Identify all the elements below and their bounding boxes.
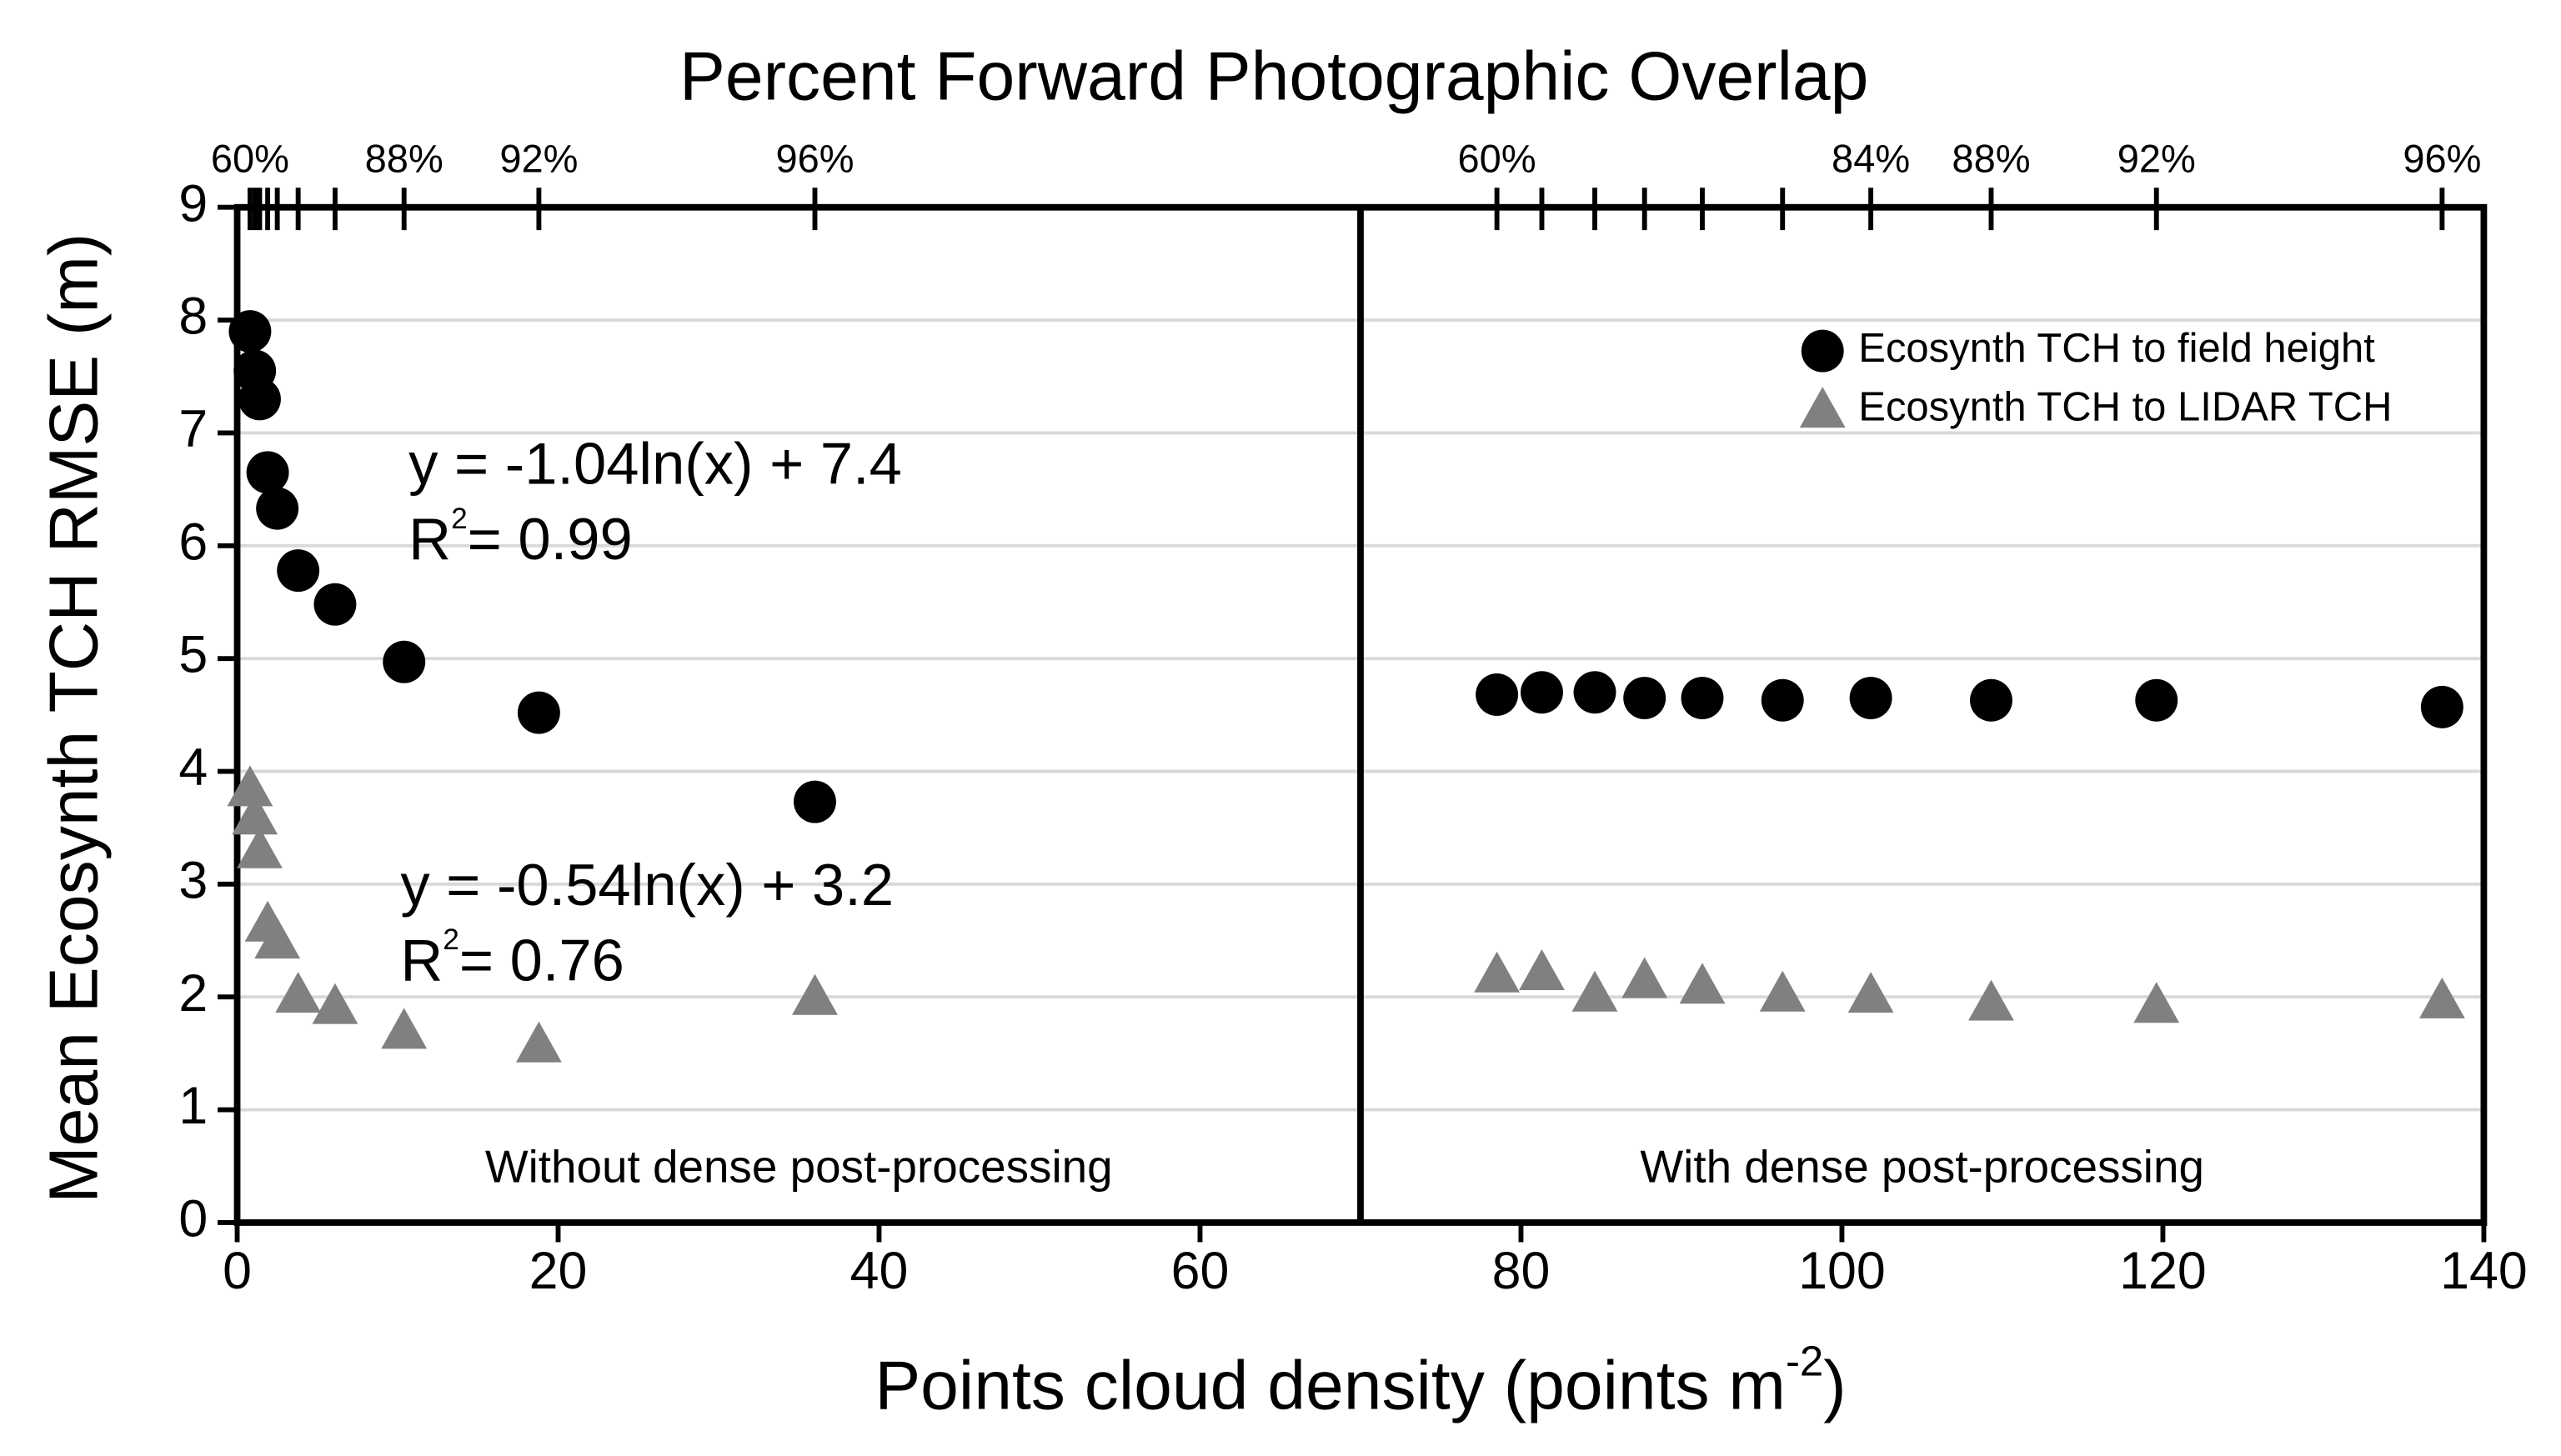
point xyxy=(277,549,320,593)
panel-label: Without dense post-processing xyxy=(485,1141,1113,1193)
top-tick-label: 92% xyxy=(499,136,578,180)
top-tick-label: 60% xyxy=(1458,136,1536,180)
point xyxy=(1847,972,1894,1013)
point xyxy=(1849,677,1892,719)
point xyxy=(515,1021,562,1063)
point xyxy=(238,378,281,421)
r-squared-value: = 0.76 xyxy=(459,927,624,993)
legend-marker xyxy=(1799,387,1846,428)
point xyxy=(381,1008,428,1049)
x-tick-label: 80 xyxy=(1492,1242,1551,1300)
top-tick-label: 96% xyxy=(775,136,854,180)
x-axis-label-text: Points cloud density (points m xyxy=(875,1348,1786,1423)
top-tick-label: 96% xyxy=(2403,136,2481,180)
y-axis-label: Mean Ecosynth TCH RMSE (m) xyxy=(36,233,112,1203)
x-tick-label: 0 xyxy=(223,1242,252,1300)
r-squared-sup: 2 xyxy=(443,923,459,956)
point xyxy=(2135,678,2178,722)
point xyxy=(383,640,426,683)
point xyxy=(1474,951,1521,993)
point xyxy=(237,827,283,868)
top-tick-label: 92% xyxy=(2117,136,2196,180)
y-tick-label: 9 xyxy=(178,174,208,233)
y-tick-label: 6 xyxy=(178,513,208,571)
point xyxy=(1968,979,2014,1021)
y-tick-label: 3 xyxy=(178,851,208,909)
r-squared: R2= 0.99 xyxy=(408,503,633,572)
point xyxy=(1573,671,1616,714)
y-tick-label: 2 xyxy=(178,964,208,1023)
legend-marker xyxy=(1801,329,1844,373)
point xyxy=(1681,677,1724,719)
point xyxy=(2418,977,2465,1018)
point xyxy=(232,793,278,835)
y-tick-label: 0 xyxy=(178,1189,208,1248)
equation: y = -0.54ln(x) + 3.2 xyxy=(400,852,894,918)
point xyxy=(1519,949,1565,990)
chart-title: Percent Forward Photographic Overlap xyxy=(679,39,1868,115)
r-squared-r: R xyxy=(400,927,443,993)
point xyxy=(1621,957,1668,998)
point xyxy=(246,451,289,494)
y-tick-label: 5 xyxy=(178,626,208,684)
x-tick-label: 40 xyxy=(850,1242,909,1300)
x-tick-label: 120 xyxy=(2119,1242,2207,1300)
y-tick-label: 7 xyxy=(178,400,208,458)
x-tick-label: 60 xyxy=(1171,1242,1230,1300)
r-squared-r: R xyxy=(408,506,451,572)
point xyxy=(275,972,322,1013)
point xyxy=(312,983,358,1024)
legend-label: Ecosynth TCH to field height xyxy=(1858,326,2375,371)
y-tick-label: 1 xyxy=(178,1077,208,1135)
point xyxy=(1761,678,1804,722)
x-axis-label-end: ) xyxy=(1823,1348,1846,1423)
r-squared-sup: 2 xyxy=(451,503,468,535)
point xyxy=(517,691,560,734)
y-tick-label: 8 xyxy=(178,288,208,346)
top-tick-label: 88% xyxy=(365,136,444,180)
point xyxy=(2133,982,2180,1023)
point xyxy=(1623,677,1666,719)
point xyxy=(256,487,299,530)
x-axis-label-sup: -2 xyxy=(1786,1338,1823,1385)
x-axis-label: Points cloud density (points m-2) xyxy=(875,1338,1846,1424)
x-tick-label: 20 xyxy=(529,1242,588,1300)
r-squared-value: = 0.99 xyxy=(468,506,633,572)
top-tick-label: 88% xyxy=(1952,136,2030,180)
point xyxy=(227,765,273,807)
point xyxy=(794,780,836,823)
point xyxy=(1970,678,2012,722)
top-tick-label: 60% xyxy=(211,136,289,180)
y-tick-label: 4 xyxy=(178,738,208,797)
point xyxy=(2420,685,2463,728)
point xyxy=(1571,970,1618,1012)
point xyxy=(313,583,357,626)
top-tick-label: 84% xyxy=(1832,136,1910,180)
x-tick-label: 100 xyxy=(1798,1242,1886,1300)
point xyxy=(228,310,272,353)
x-tick-label: 140 xyxy=(2440,1242,2528,1300)
point xyxy=(1679,963,1726,1004)
point xyxy=(1476,673,1519,716)
point xyxy=(1521,671,1563,714)
point xyxy=(254,918,301,959)
panel-label: With dense post-processing xyxy=(1640,1141,2204,1193)
legend-label: Ecosynth TCH to LIDAR TCH xyxy=(1858,385,2392,430)
equation: y = -1.04ln(x) + 7.4 xyxy=(408,431,902,497)
r-squared: R2= 0.76 xyxy=(400,923,624,993)
point xyxy=(1759,970,1806,1012)
point xyxy=(792,973,838,1015)
